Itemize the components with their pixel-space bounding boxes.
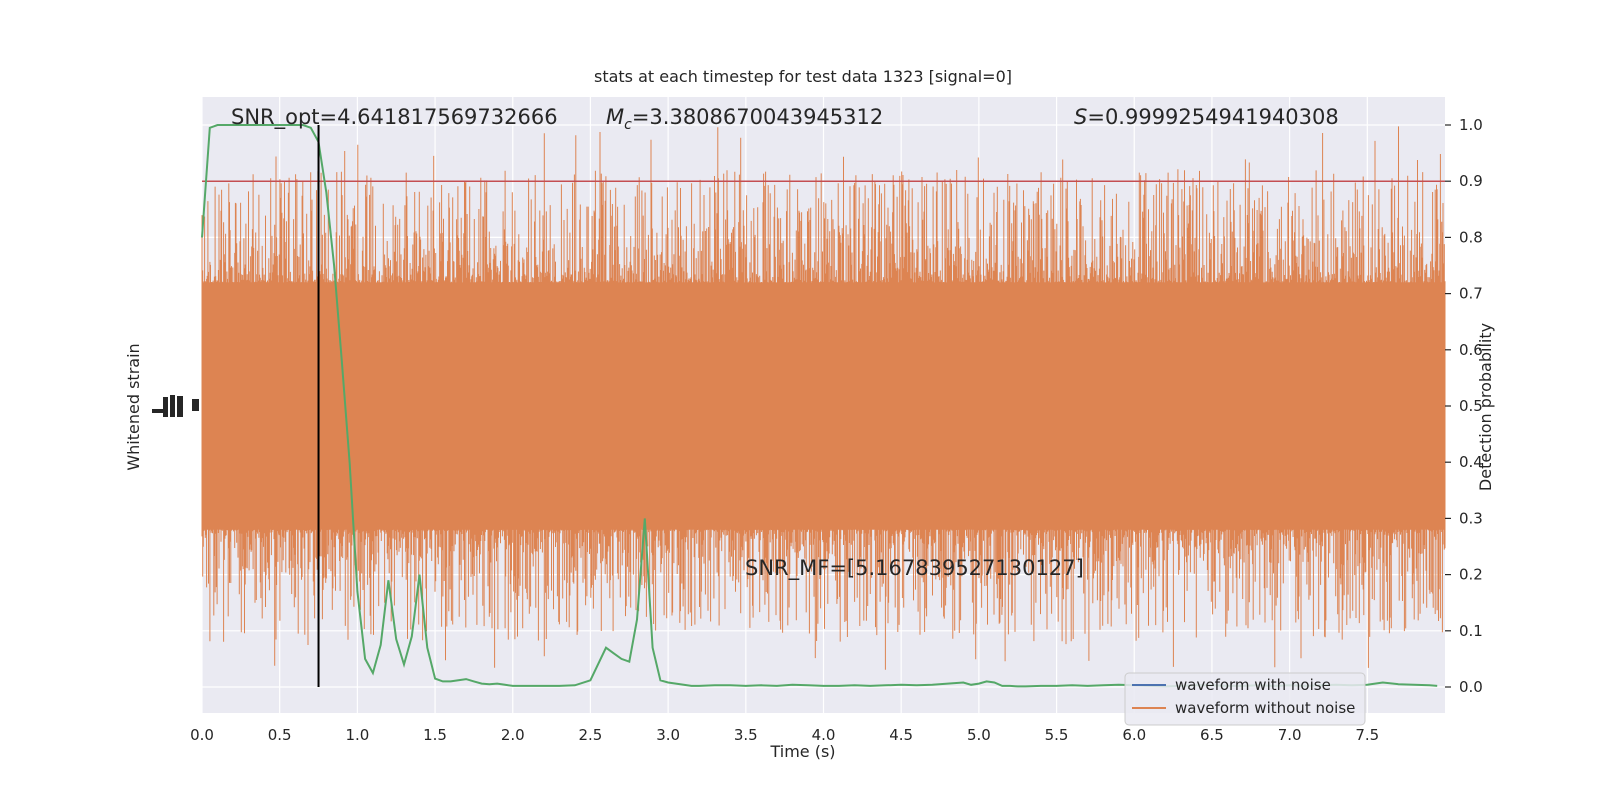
x-tick-label: 5.0 <box>967 726 991 744</box>
y-tick-label: 0.2 <box>1459 566 1483 584</box>
x-tick-label: 2.0 <box>501 726 525 744</box>
x-axis-label: Time (s) <box>769 742 835 761</box>
left-tick-mark <box>163 397 168 417</box>
x-tick-label: 3.5 <box>734 726 758 744</box>
s-annotation: S=0.9999254941940308 <box>1074 105 1339 129</box>
y-tick-label: 0.4 <box>1459 453 1483 471</box>
x-tick-label: 1.5 <box>423 726 447 744</box>
snr-opt-annotation: SNR_opt=4.641817569732666 <box>231 105 558 130</box>
x-tick-label: 6.5 <box>1200 726 1224 744</box>
chirp-mass-symbol: M <box>606 105 624 129</box>
clean-waveform-line <box>201 126 1446 670</box>
chirp-mass-value: =3.3808670043945312 <box>632 105 883 129</box>
right-axis-label: Detection probability <box>1476 323 1495 491</box>
y-tick-label: 1.0 <box>1459 116 1483 134</box>
x-tick-label: 5.5 <box>1045 726 1069 744</box>
x-axis-tick-labels: 0.0 0.5 1.0 1.5 2.0 2.5 3.0 3.5 4.0 4.5 5.0 5.5 6.0 6… <box>190 726 1379 744</box>
s-symbol: S <box>1074 105 1087 129</box>
left-tick-mark <box>152 409 166 413</box>
y-tick-label: 0.8 <box>1459 228 1483 246</box>
x-tick-label: 3.0 <box>656 726 680 744</box>
legend-label-noise: waveform with noise <box>1175 676 1331 694</box>
snr-mf-annotation: SNR_MF=[5.167839527130127] <box>745 556 1084 581</box>
x-tick-label: 4.5 <box>889 726 913 744</box>
left-tick-mark <box>177 396 183 417</box>
left-tick-mark <box>192 399 199 411</box>
left-axis-label: Whitened strain <box>124 343 143 470</box>
y-tick-label: 0.3 <box>1459 509 1483 527</box>
y-tick-label: 0.1 <box>1459 622 1483 640</box>
y-tick-label: 0.9 <box>1459 172 1483 190</box>
x-tick-label: 4.0 <box>812 726 836 744</box>
clean-waveform-series <box>201 126 1446 670</box>
right-axis-tick-labels: 0.0 0.1 0.2 0.3 0.4 0.5 0.6 0.7 0.8 0.9 1.0 <box>1445 116 1483 696</box>
y-tick-label: 0.0 <box>1459 678 1483 696</box>
y-tick-label: 0.7 <box>1459 285 1483 303</box>
x-tick-label: 2.5 <box>579 726 603 744</box>
chirp-mass-annotation: Mc=3.3808670043945312 <box>606 105 883 133</box>
left-tick-mark <box>170 395 175 417</box>
s-value: =0.9999254941940308 <box>1087 105 1338 129</box>
y-tick-label: 0.5 <box>1459 397 1483 415</box>
legend-box <box>1124 672 1366 726</box>
left-axis-squashed-ticks <box>152 395 199 417</box>
x-tick-label: 6.0 <box>1122 726 1146 744</box>
x-tick-label: 1.0 <box>345 726 369 744</box>
legend-label-clean: waveform without noise <box>1175 699 1355 717</box>
y-tick-label: 0.6 <box>1459 341 1483 359</box>
chart-title: stats at each timestep for test data 132… <box>594 67 1012 86</box>
x-tick-label: 0.5 <box>268 726 292 744</box>
x-tick-label: 7.0 <box>1278 726 1302 744</box>
legend: waveform with noise waveform without noi… <box>1124 672 1366 726</box>
x-tick-label: 0.0 <box>190 726 214 744</box>
x-tick-label: 7.5 <box>1355 726 1379 744</box>
chirp-mass-subscript: c <box>624 117 632 133</box>
